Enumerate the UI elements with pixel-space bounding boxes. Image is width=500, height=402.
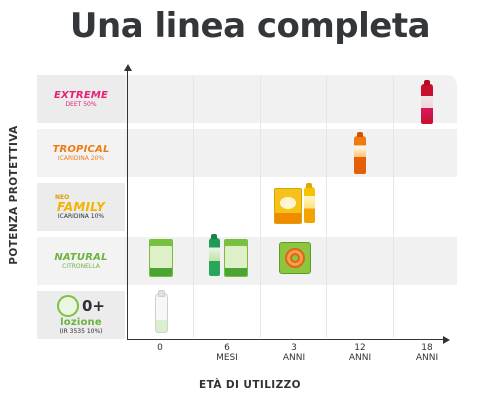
x-tick-3-line2: ANNI: [348, 353, 372, 363]
product-mark-can-red: [421, 80, 433, 124]
brand-zero: lozione: [60, 316, 102, 328]
x-tick-0: 0: [140, 343, 180, 353]
chart-panel: EXTREME DEET 50% TROPICAL ICARIDINA 20% …: [37, 75, 457, 345]
product-mark-can-orange: [354, 132, 366, 174]
y-axis-label: POTENZA PROTETTIVA: [8, 125, 20, 265]
x-tick-2-line2: ANNI: [282, 353, 306, 363]
x-tick-4: 18 ANNI: [407, 343, 447, 363]
x-tick-1: 6 MESI: [207, 343, 247, 363]
sub-extreme: DEET 50%: [65, 100, 97, 108]
brand-family: FAMILY: [56, 199, 105, 214]
label-tropical: TROPICAL ICARIDINA 20%: [37, 129, 125, 177]
grid-line: [193, 75, 194, 337]
x-tick-3: 12 ANNI: [340, 343, 380, 363]
y-axis: [127, 70, 128, 340]
product-mark-can-yellow: [303, 183, 315, 223]
x-tick-2: 3 ANNI: [274, 343, 314, 363]
x-tick-4-line2: ANNI: [415, 353, 439, 363]
product-mark-coil-box: [279, 242, 311, 274]
grid-line: [393, 75, 394, 337]
prefix-family: NEO: [55, 193, 70, 201]
brand-tropical: TROPICAL: [52, 143, 110, 155]
row-zero: 0+ lozione (IR 3535 10%): [37, 291, 457, 339]
x-tick-2-line1: 3: [291, 343, 297, 353]
label-family: NEO FAMILY ICARIDINA 10%: [37, 183, 125, 231]
x-tick-4-line1: 18: [421, 343, 433, 353]
row-tropical: TROPICAL ICARIDINA 20%: [37, 129, 457, 177]
brand-extreme: EXTREME: [53, 89, 109, 101]
row-family: NEO FAMILY ICARIDINA 10%: [37, 183, 457, 231]
brand-natural: NATURAL: [54, 251, 108, 263]
baby-face-icon: [56, 294, 79, 317]
zero-badge: 0+: [56, 294, 105, 317]
grid-line: [260, 75, 261, 337]
x-tick-3-line1: 12: [354, 343, 366, 353]
x-tick-1-line1: 6: [224, 343, 230, 353]
row-extreme: EXTREME DEET 50%: [37, 75, 457, 123]
product-mark-box-green: [223, 239, 248, 277]
product-mark-box-green: [149, 239, 173, 277]
y-axis-arrow-icon: [123, 64, 132, 71]
grid-line: [326, 75, 327, 337]
sub-family: ICARIDINA 10%: [57, 212, 105, 220]
x-tick-1-line2: MESI: [216, 353, 238, 363]
x-tick-0-line1: 0: [157, 343, 163, 353]
label-natural: NATURAL CITRONELLA: [37, 237, 125, 285]
x-axis-arrow-icon: [443, 335, 450, 344]
sub-natural: CITRONELLA: [62, 262, 100, 270]
product-mark-bottle-white: [154, 290, 168, 333]
product-mark-can-green: [208, 234, 220, 276]
x-axis-label: ETÀ DI UTILIZZO: [199, 379, 301, 391]
page-title: Una linea completa: [69, 6, 431, 46]
label-zero: 0+ lozione (IR 3535 10%): [37, 291, 125, 339]
sub-tropical: ICARIDINA 20%: [57, 154, 105, 162]
x-axis: [127, 339, 445, 340]
zero-plus-text: 0+: [81, 296, 105, 315]
label-extreme: EXTREME DEET 50%: [37, 75, 125, 123]
sub-zero: (IR 3535 10%): [59, 327, 103, 335]
product-mark-box-yellow: [273, 188, 302, 224]
